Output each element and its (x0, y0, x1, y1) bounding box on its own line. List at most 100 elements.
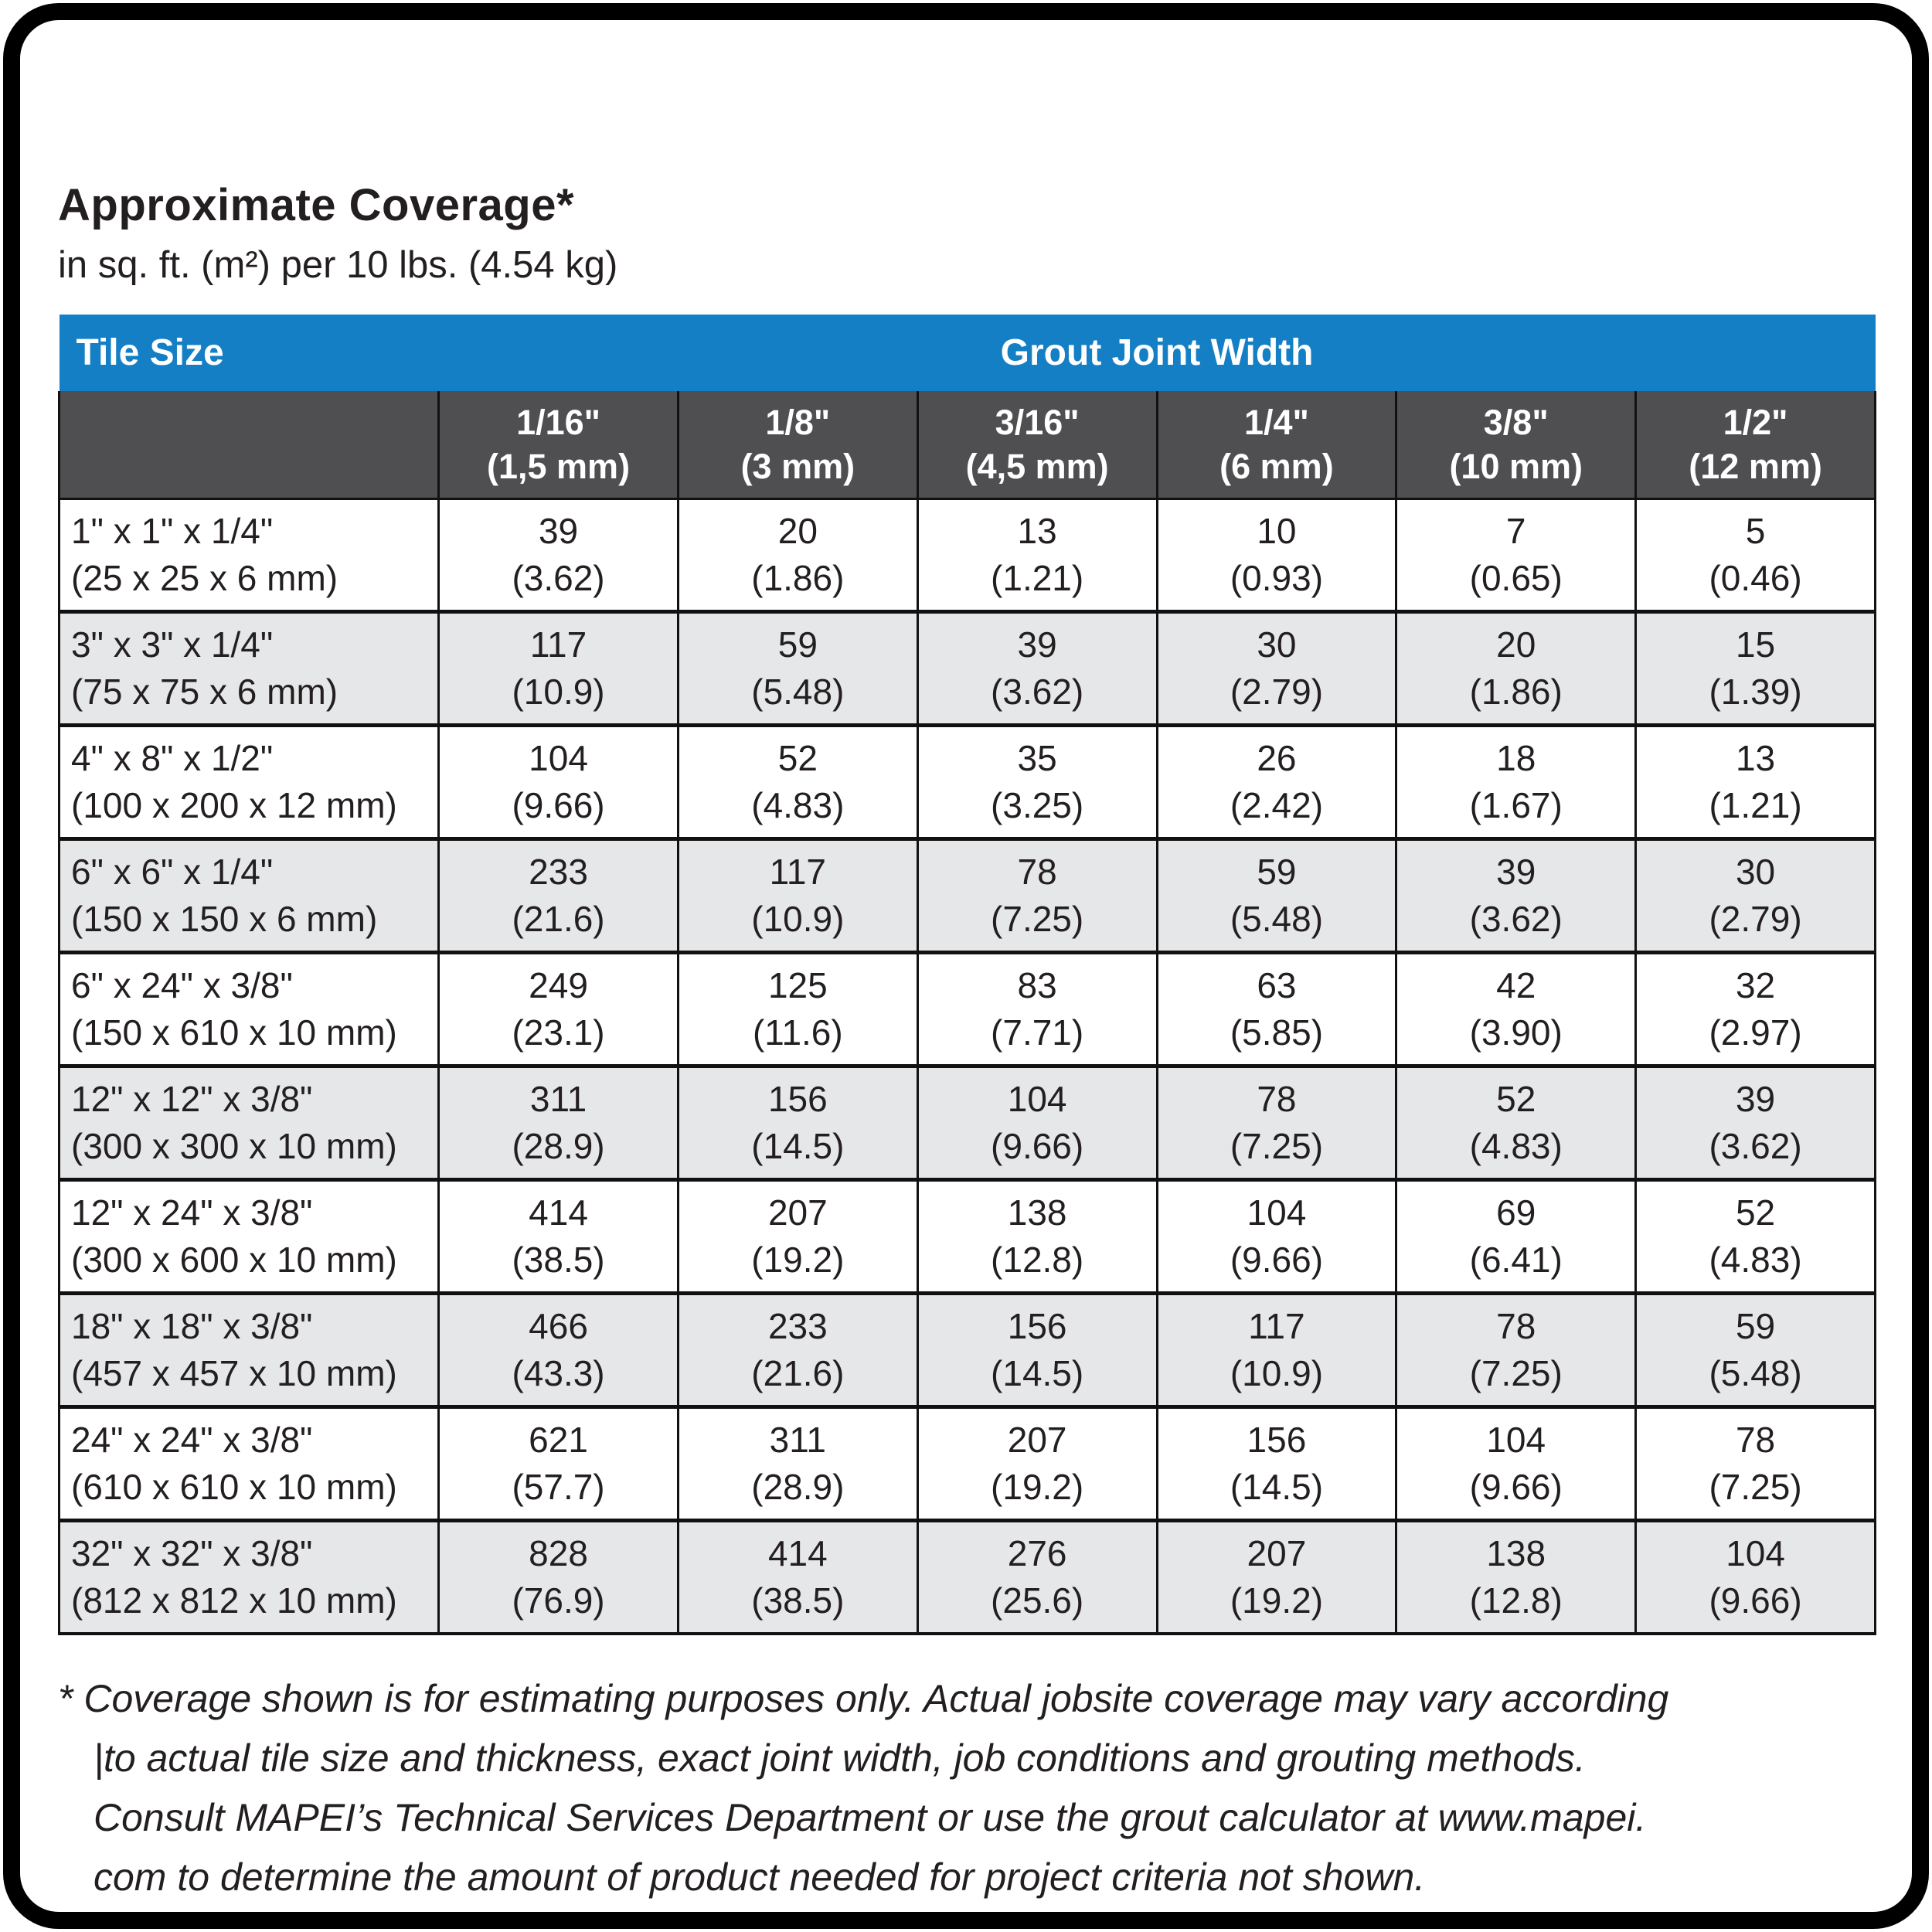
table-row: 6" x 6" x 1/4" (150 x 150 x 6 mm) 233 (21.6… (57, 837, 1876, 954)
table-row: 18" x 18" x 3/8" (457 x 457 x 10 mm) 466 (4… (57, 1291, 1876, 1409)
coverage-sqm: (3.62) (512, 558, 605, 598)
coverage-sqm: (9.66) (1469, 1467, 1563, 1507)
table-row: 12" x 24" x 3/8" (300 x 600 x 10 mm) 414 (3… (57, 1178, 1876, 1295)
coverage-value-cell: 30 (2.79) (1155, 610, 1398, 727)
coverage-sqm: (76.9) (512, 1580, 605, 1621)
tile-size-metric: (75 x 75 x 6 mm) (71, 672, 338, 712)
coverage-sqft: 104 (1007, 1079, 1067, 1119)
tile-size-metric: (457 x 457 x 10 mm) (71, 1353, 397, 1393)
coverage-sqm: (10.9) (751, 899, 845, 939)
coverage-sqm: (28.9) (751, 1467, 845, 1507)
coverage-sqft: 59 (777, 624, 818, 665)
coverage-sqm: (14.5) (1230, 1467, 1324, 1507)
coverage-sqm: (5.48) (751, 672, 845, 712)
coverage-sqft: 104 (1486, 1420, 1546, 1460)
coverage-sqm: (7.25) (1709, 1467, 1802, 1507)
coverage-sqft: 35 (1017, 738, 1057, 778)
tile-size-metric: (100 x 200 x 12 mm) (71, 785, 397, 825)
coverage-sqm: (1.21) (1709, 785, 1802, 825)
coverage-sqm: (14.5) (751, 1126, 845, 1166)
coverage-value-cell: 32 (2.97) (1634, 951, 1876, 1068)
table-row: 1" x 1" x 1/4" (25 x 25 x 6 mm) 39 (3.62) 20… (57, 498, 1876, 614)
coverage-sqm: (57.7) (512, 1467, 605, 1507)
tile-size-metric: (610 x 610 x 10 mm) (71, 1467, 397, 1507)
table-body: 1" x 1" x 1/4" (25 x 25 x 6 mm) 39 (3.62) 20… (57, 498, 1876, 1635)
coverage-sqft: 32 (1735, 965, 1776, 1005)
coverage-sqft: 15 (1735, 624, 1776, 665)
coverage-value-cell: 59 (5.48) (1634, 1291, 1876, 1409)
joint-width-fraction: 3/16" (995, 403, 1080, 442)
coverage-value-cell: 156 (14.5) (916, 1291, 1158, 1409)
page-content: Approximate Coverage* in sq. ft. (m²) pe… (57, 0, 1876, 1907)
tile-size-metric: (25 x 25 x 6 mm) (71, 558, 338, 598)
coverage-sqm: (4.83) (751, 785, 845, 825)
coverage-sqm: (43.3) (512, 1353, 605, 1393)
coverage-value-cell: 83 (7.71) (916, 951, 1158, 1068)
tile-size-imperial: 6" x 24" x 3/8" (71, 965, 293, 1005)
coverage-value-cell: 5 (0.46) (1634, 498, 1876, 614)
coverage-sqm: (28.9) (512, 1126, 605, 1166)
footnote-line: * Coverage shown is for estimating purpo… (58, 1677, 1669, 1720)
coverage-sqm: (23.1) (512, 1012, 605, 1053)
coverage-value-cell: 414 (38.5) (676, 1519, 919, 1635)
joint-width-fraction: 1/4" (1243, 403, 1309, 442)
coverage-sqft: 249 (529, 965, 588, 1005)
tile-size-metric: (812 x 812 x 10 mm) (71, 1580, 397, 1621)
coverage-sqft: 156 (767, 1079, 828, 1119)
coverage-value-cell: 78 (7.25) (1155, 1064, 1398, 1182)
coverage-sqft: 311 (529, 1079, 587, 1119)
coverage-value-cell: 39 (3.62) (916, 610, 1158, 727)
tile-size-cell: 6" x 24" x 3/8" (150 x 610 x 10 mm) (57, 951, 440, 1068)
tile-size-imperial: 1" x 1" x 1/4" (71, 511, 274, 551)
coverage-sqft: 52 (1735, 1192, 1776, 1233)
coverage-sqft: 30 (1735, 852, 1776, 892)
coverage-sqm: (0.65) (1469, 558, 1563, 598)
coverage-sqm: (12.8) (1469, 1580, 1563, 1621)
page-subtitle: in sq. ft. (m²) per 10 lbs. (4.54 kg) (58, 244, 618, 286)
coverage-sqft: 156 (1007, 1306, 1067, 1346)
coverage-value-cell: 69 (6.41) (1395, 1178, 1638, 1295)
coverage-sqm: (2.97) (1709, 1012, 1802, 1053)
coverage-sqft: 26 (1257, 738, 1297, 778)
coverage-sqm: (2.79) (1709, 899, 1802, 939)
coverage-sqft: 207 (1247, 1533, 1307, 1573)
coverage-sqft: 13 (1017, 511, 1057, 551)
coverage-sqm: (9.66) (1709, 1580, 1802, 1621)
coverage-sqm: (21.6) (512, 899, 605, 939)
coverage-value-cell: 156 (14.5) (676, 1064, 919, 1182)
coverage-sqm: (1.21) (991, 558, 1084, 598)
coverage-sqft: 414 (767, 1533, 828, 1573)
coverage-value-cell: 39 (3.62) (1395, 837, 1638, 954)
coverage-value-cell: 207 (19.2) (1155, 1519, 1398, 1635)
coverage-value-cell: 249 (23.1) (437, 951, 679, 1068)
coverage-sqm: (19.2) (991, 1467, 1084, 1507)
coverage-value-cell: 78 (7.25) (1634, 1405, 1876, 1522)
tile-size-imperial: 3" x 3" x 1/4" (71, 624, 274, 665)
coverage-sqft: 117 (529, 624, 587, 665)
coverage-table: Tile Size Grout Joint Width 1/16" (1,5 mm… (57, 315, 1876, 1635)
coverage-sqm: (4.83) (1469, 1126, 1563, 1166)
tile-size-metric: (150 x 150 x 6 mm) (71, 899, 378, 939)
coverage-sqm: (9.66) (1230, 1240, 1324, 1280)
coverage-value-cell: 59 (5.48) (1155, 837, 1398, 954)
tile-size-cell: 24" x 24" x 3/8" (610 x 610 x 10 mm) (57, 1405, 440, 1522)
coverage-value-cell: 7 (0.65) (1395, 498, 1638, 614)
coverage-sqm: (0.46) (1709, 558, 1802, 598)
coverage-sqm: (10.9) (512, 672, 605, 712)
tile-size-imperial: 4" x 8" x 1/2" (71, 738, 274, 778)
joint-width-column-header: 1/16" (1,5 mm) (437, 391, 679, 500)
coverage-sqft: 7 (1505, 511, 1526, 551)
coverage-sqft: 59 (1257, 852, 1297, 892)
coverage-sqm: (7.25) (1469, 1353, 1563, 1393)
coverage-sqm: (7.71) (991, 1012, 1084, 1053)
coverage-value-cell: 63 (5.85) (1155, 951, 1398, 1068)
coverage-value-cell: 52 (4.83) (676, 723, 919, 841)
coverage-sqft: 18 (1496, 738, 1536, 778)
coverage-value-cell: 233 (21.6) (437, 837, 679, 954)
coverage-sqft: 10 (1257, 511, 1297, 551)
coverage-sqft: 78 (1017, 852, 1057, 892)
coverage-sqft: 39 (1735, 1079, 1776, 1119)
coverage-sqm: (5.48) (1230, 899, 1324, 939)
coverage-value-cell: 117 (10.9) (676, 837, 919, 954)
joint-width-fraction: 1/8" (765, 403, 831, 442)
